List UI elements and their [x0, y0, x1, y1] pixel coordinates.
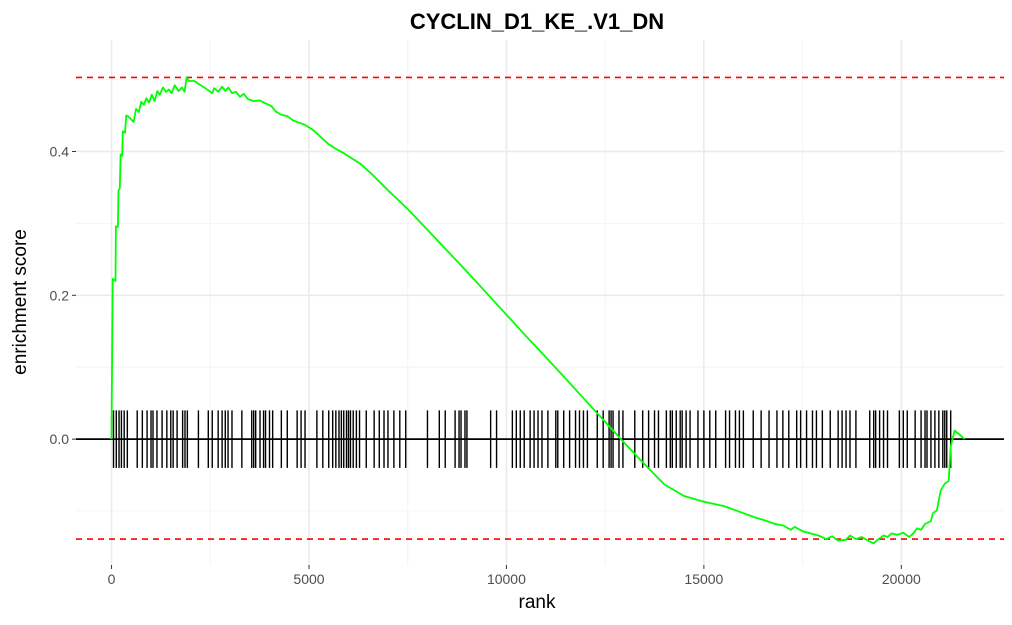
- x-tick-label: 20000: [882, 571, 921, 587]
- grid: [76, 40, 1004, 565]
- y-tick-label: 0.2: [50, 287, 70, 303]
- y-tick-label: 0.4: [50, 143, 70, 159]
- y-tick-label: 0.0: [50, 431, 70, 447]
- x-tick-label: 0: [108, 571, 116, 587]
- y-axis-title: enrichment score: [10, 229, 31, 375]
- x-tick-label: 15000: [684, 571, 723, 587]
- x-tick-label: 5000: [293, 571, 324, 587]
- y-axis-ticks: 0.0 0.2 0.4: [50, 143, 76, 447]
- enrichment-curve: [110, 76, 966, 545]
- x-tick-label: 10000: [487, 571, 526, 587]
- x-axis-ticks: 0 5000 10000 15000 20000: [108, 565, 921, 587]
- threshold-lines: [76, 76, 1004, 540]
- x-axis-title: rank: [519, 592, 556, 613]
- chart-title: CYCLIN_D1_KE_.V1_DN: [410, 9, 664, 34]
